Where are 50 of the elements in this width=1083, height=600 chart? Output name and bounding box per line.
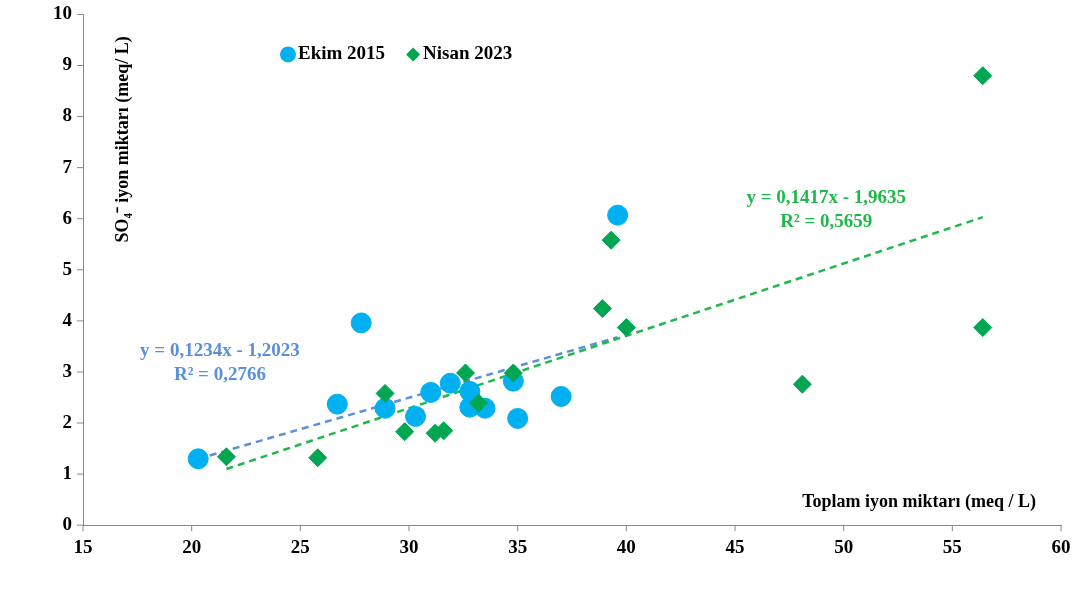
- y-tick-label: 10: [53, 2, 72, 24]
- legend-label: Nisan 2023: [423, 42, 513, 64]
- point: [439, 372, 461, 394]
- y-tick-label: 8: [62, 104, 72, 126]
- x-tick-label: 60: [1051, 535, 1071, 557]
- point: [420, 381, 442, 403]
- point: [216, 447, 236, 467]
- x-tick-label: 15: [73, 535, 93, 557]
- point: [375, 383, 395, 403]
- y-tick-label: 0: [62, 513, 72, 535]
- y-tick-label: 6: [62, 206, 72, 228]
- point: [456, 363, 476, 383]
- x-tick-label: 25: [290, 535, 310, 557]
- point: [350, 312, 372, 334]
- point: [601, 230, 621, 250]
- point: [616, 318, 636, 338]
- annotation: y = 0,1234x - 1,2023 R² = 0,2766: [140, 339, 300, 385]
- x-tick-label: 30: [399, 535, 419, 557]
- point: [395, 422, 415, 442]
- annotation: y = 0,1417x - 1,9635 R² = 0,5659: [746, 186, 907, 232]
- point: [550, 385, 572, 407]
- point: [326, 393, 348, 415]
- x-tick-label: 45: [725, 535, 745, 557]
- point: [308, 448, 328, 468]
- x-tick-label: 35: [508, 535, 528, 557]
- x-tick-label: 40: [616, 535, 636, 557]
- point: [792, 374, 812, 394]
- point: [607, 204, 629, 226]
- point: [507, 407, 529, 429]
- point: [187, 448, 209, 470]
- point: [469, 393, 489, 413]
- legend-label: Ekim 2015: [298, 42, 386, 64]
- y-tick-label: 9: [62, 53, 72, 75]
- y-axis-title: SO₄⁻ iyon miktarı (meq/ L): [111, 36, 133, 243]
- y-tick-label: 7: [62, 155, 73, 177]
- point: [973, 318, 993, 338]
- point: [374, 397, 396, 419]
- x-tick-label: 20: [182, 535, 202, 557]
- y-tick-label: 5: [62, 257, 72, 279]
- x-tick-label: 50: [834, 535, 854, 557]
- point: [503, 363, 523, 383]
- point: [592, 299, 612, 319]
- y-tick-label: 3: [62, 359, 72, 381]
- point: [405, 405, 427, 427]
- y-tick-label: 2: [62, 410, 72, 432]
- x-tick-label: 55: [942, 535, 962, 557]
- y-tick-label: 1: [62, 462, 72, 484]
- x-axis-title: Toplam iyon miktarı (meq / L): [802, 490, 1036, 512]
- point: [973, 66, 993, 86]
- y-tick-label: 4: [62, 308, 73, 330]
